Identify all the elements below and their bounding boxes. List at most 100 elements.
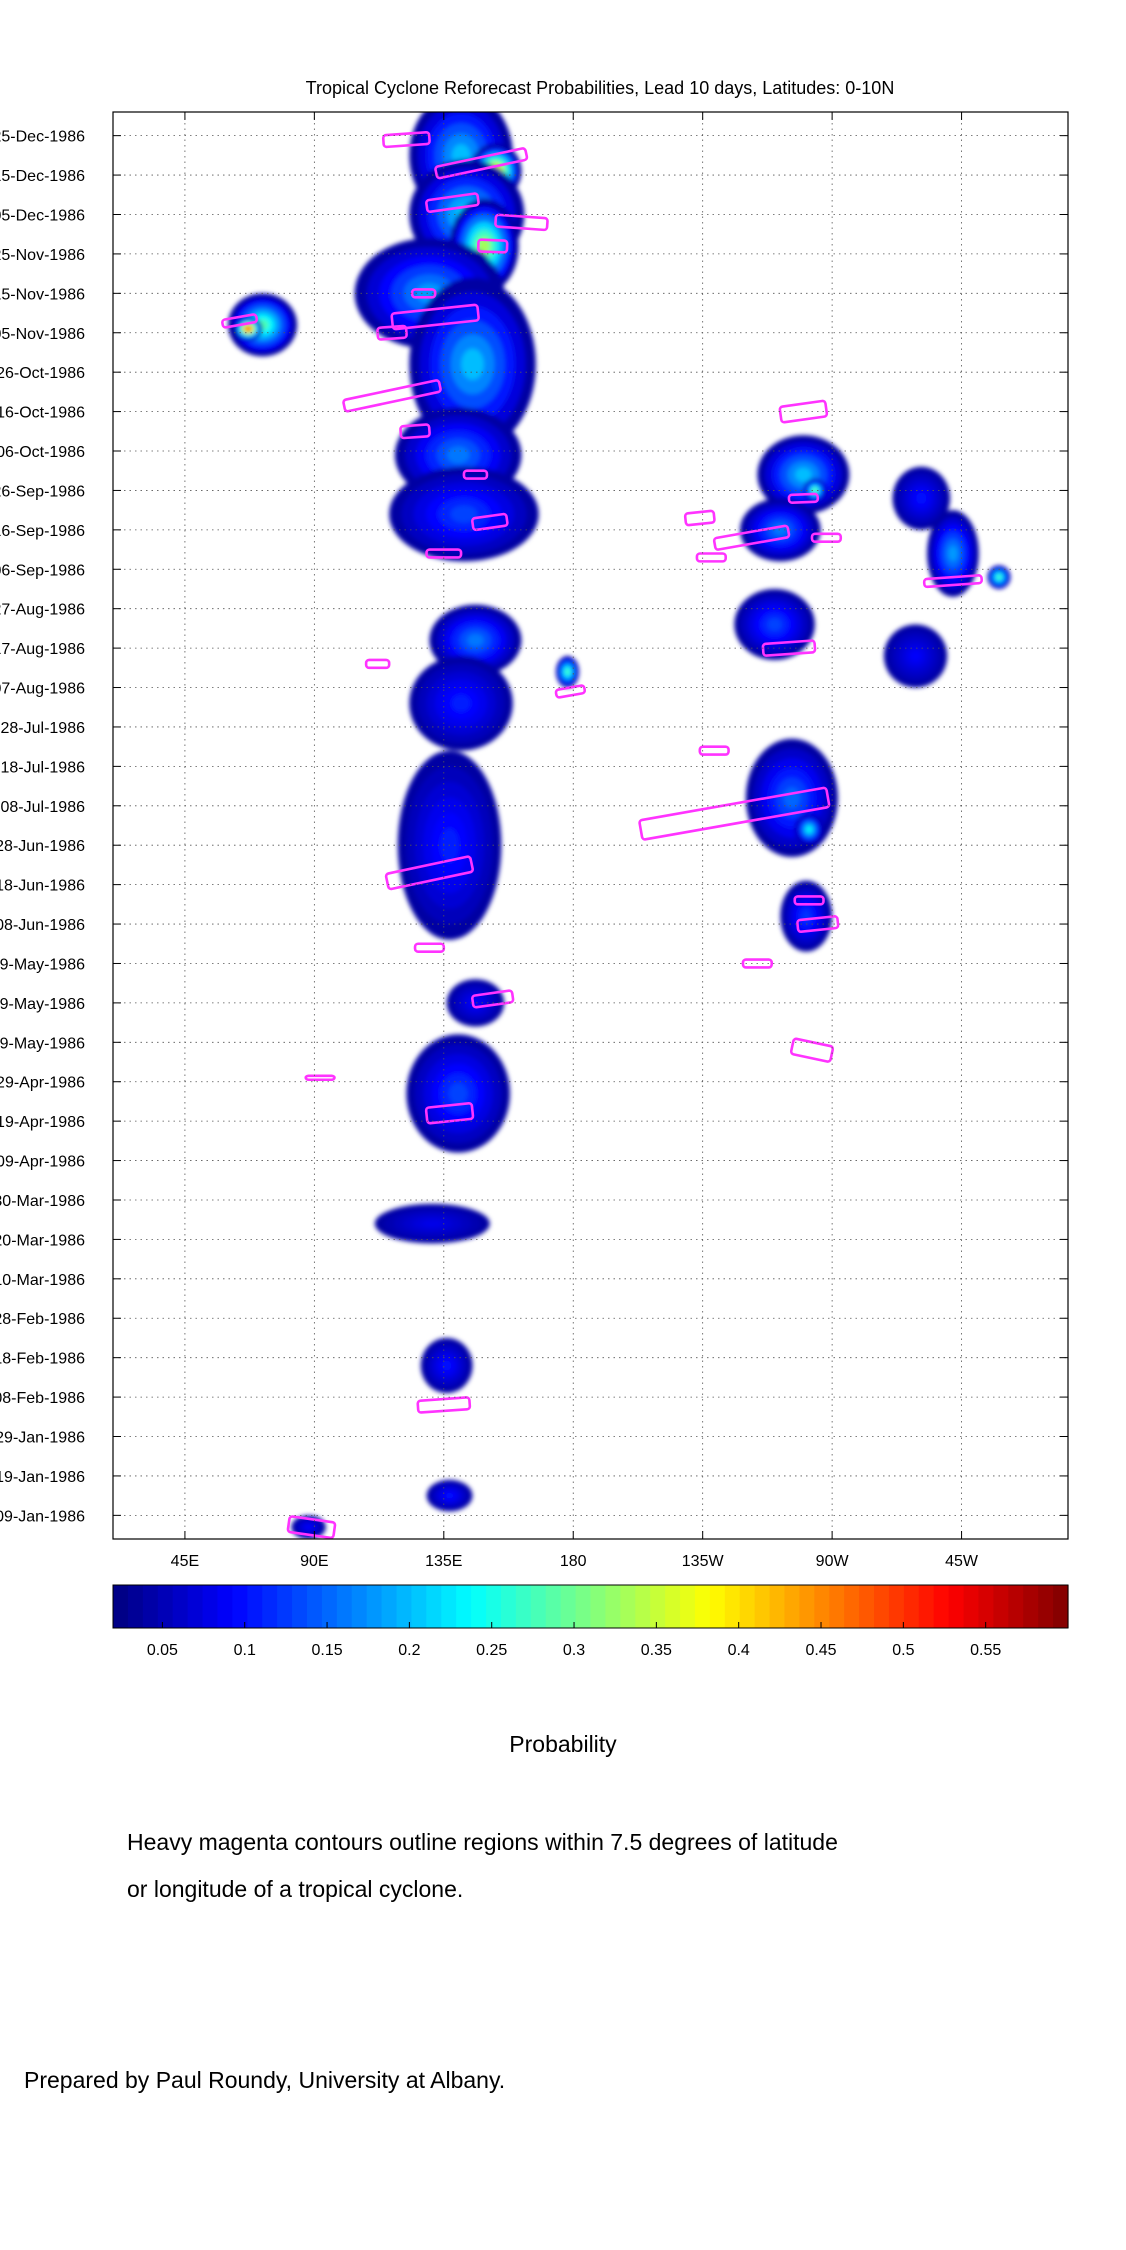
probability-region xyxy=(305,1525,312,1530)
colorbar-segment xyxy=(844,1585,860,1628)
colorbar-segment xyxy=(321,1585,338,1628)
x-tick-label: 45E xyxy=(171,1553,199,1570)
probability-region xyxy=(812,488,817,493)
cyclone-contour xyxy=(922,574,984,589)
cyclone-contour xyxy=(376,324,408,341)
probability-region xyxy=(467,633,484,647)
colorbar-segment xyxy=(784,1585,801,1628)
x-tick-label: 180 xyxy=(560,1553,587,1570)
probability-region xyxy=(783,787,801,809)
cyclone-contour xyxy=(304,1074,336,1082)
probability-field xyxy=(228,112,1011,1539)
colorbar-segment xyxy=(545,1585,562,1628)
colorbar-segment xyxy=(635,1585,651,1628)
colorbar-tick-label: 0.15 xyxy=(311,1642,342,1659)
colorbar-segment xyxy=(724,1585,741,1628)
y-tick-label: 30-Mar-1986 xyxy=(0,1193,85,1210)
cyclone-contour xyxy=(810,532,843,543)
y-tick-label: 15-Nov-1986 xyxy=(0,286,85,303)
colorbar-segment xyxy=(605,1585,621,1628)
y-tick-label: 29-May-1986 xyxy=(0,956,85,973)
colorbar-tick-label: 0.55 xyxy=(970,1642,1001,1659)
cyclone-contour xyxy=(712,524,791,551)
colorbar-segment xyxy=(874,1585,890,1628)
cyclone-contours xyxy=(221,130,984,1539)
colorbar-segment xyxy=(247,1585,263,1628)
probability-region xyxy=(421,1220,443,1228)
colorbar-segment xyxy=(948,1585,965,1628)
y-tick-label: 19-May-1986 xyxy=(0,996,85,1013)
colorbar-segment xyxy=(336,1585,353,1628)
probability-region xyxy=(448,1082,468,1105)
colorbar-tick-label: 0.3 xyxy=(563,1642,585,1659)
y-tick-label: 08-Feb-1986 xyxy=(0,1390,85,1407)
colorbar-segment xyxy=(232,1585,248,1628)
y-tick-label: 18-Feb-1986 xyxy=(0,1351,85,1368)
y-axis: 25-Dec-1986 15-Dec-1986 05-Dec-1986 25-Nov-… xyxy=(0,129,1068,1525)
colorbar-segment xyxy=(680,1585,696,1628)
cyclone-contour xyxy=(471,989,515,1009)
colorbar-segment xyxy=(560,1585,577,1628)
colorbar: 0.05 0.1 0.15 0.2 0.25 0.3 0.35 0.4 0.45 0.5 0.55 xyxy=(112,1584,1069,1659)
colorbar-segment xyxy=(500,1585,517,1628)
cyclone-contour xyxy=(410,288,437,299)
colorbar-segment xyxy=(1053,1585,1069,1628)
cyclone-contour xyxy=(390,303,480,331)
colorbar-segment xyxy=(859,1585,875,1628)
colorbar-segment xyxy=(754,1585,771,1628)
colorbar-segment xyxy=(888,1585,905,1628)
cyclone-contour xyxy=(741,958,774,969)
colorbar-segment xyxy=(113,1585,129,1628)
y-tick-label: 16-Oct-1986 xyxy=(0,405,85,422)
colorbar-segment xyxy=(709,1585,726,1628)
probability-region xyxy=(446,446,470,464)
cyclone-contour xyxy=(683,509,716,527)
colorbar-segment xyxy=(426,1585,442,1628)
cyclone-contour xyxy=(384,855,475,891)
x-tick-label: 90W xyxy=(816,1553,850,1570)
probability-region xyxy=(806,826,812,833)
colorbar-segment xyxy=(963,1585,980,1628)
colorbar-segment xyxy=(903,1585,920,1628)
colorbar-segment xyxy=(769,1585,786,1628)
colorbar-segment xyxy=(157,1585,174,1628)
cyclone-contour xyxy=(796,915,840,934)
cyclone-contour xyxy=(425,192,480,214)
y-tick-label: 17-Aug-1986 xyxy=(0,641,85,658)
colorbar-tick-label: 0.25 xyxy=(476,1642,507,1659)
colorbar-segment xyxy=(277,1585,293,1628)
plot-frame xyxy=(112,111,1069,1540)
probability-region xyxy=(948,545,958,562)
contour-note: Heavy magenta contours outline regions w… xyxy=(127,1819,1027,1913)
colorbar-segment xyxy=(933,1585,950,1628)
probability-region xyxy=(565,668,570,675)
colorbar-frame xyxy=(112,1584,1069,1629)
colorbar-segment xyxy=(515,1585,532,1628)
contour-note-line-2: or longitude of a tropical cyclone. xyxy=(127,1876,464,1902)
y-tick-label: 19-Jan-1986 xyxy=(0,1469,85,1486)
cyclone-contour xyxy=(698,745,730,756)
colorbar-segment xyxy=(396,1585,413,1628)
y-tick-label: 06-Oct-1986 xyxy=(0,444,85,461)
probability-region xyxy=(795,467,812,482)
cyclone-contour xyxy=(494,213,549,232)
y-tick-label: 08-Jul-1986 xyxy=(1,799,86,816)
cyclone-contour xyxy=(787,492,820,504)
cyclone-contour xyxy=(221,313,259,329)
colorbar-tick-label: 0.45 xyxy=(805,1642,836,1659)
y-tick-label: 27-Aug-1986 xyxy=(0,602,85,619)
cyclone-contour xyxy=(413,942,446,953)
x-tick-label: 135W xyxy=(682,1553,725,1570)
colorbar-segment xyxy=(978,1585,994,1628)
colorbar-segment xyxy=(456,1585,472,1628)
probability-region xyxy=(442,1360,452,1371)
colorbar-segment xyxy=(620,1585,636,1628)
y-tick-label: 25-Nov-1986 xyxy=(0,247,85,264)
y-tick-label: 28-Jun-1986 xyxy=(0,838,85,855)
x-axis: 45E 90E 135E 180 135W 90W 45W xyxy=(171,112,979,1570)
y-tick-label: 28-Feb-1986 xyxy=(0,1311,85,1328)
contour-note-line-1: Heavy magenta contours outline regions w… xyxy=(127,1829,838,1855)
colorbar-segment xyxy=(1008,1585,1024,1628)
cyclone-contour xyxy=(381,130,431,149)
